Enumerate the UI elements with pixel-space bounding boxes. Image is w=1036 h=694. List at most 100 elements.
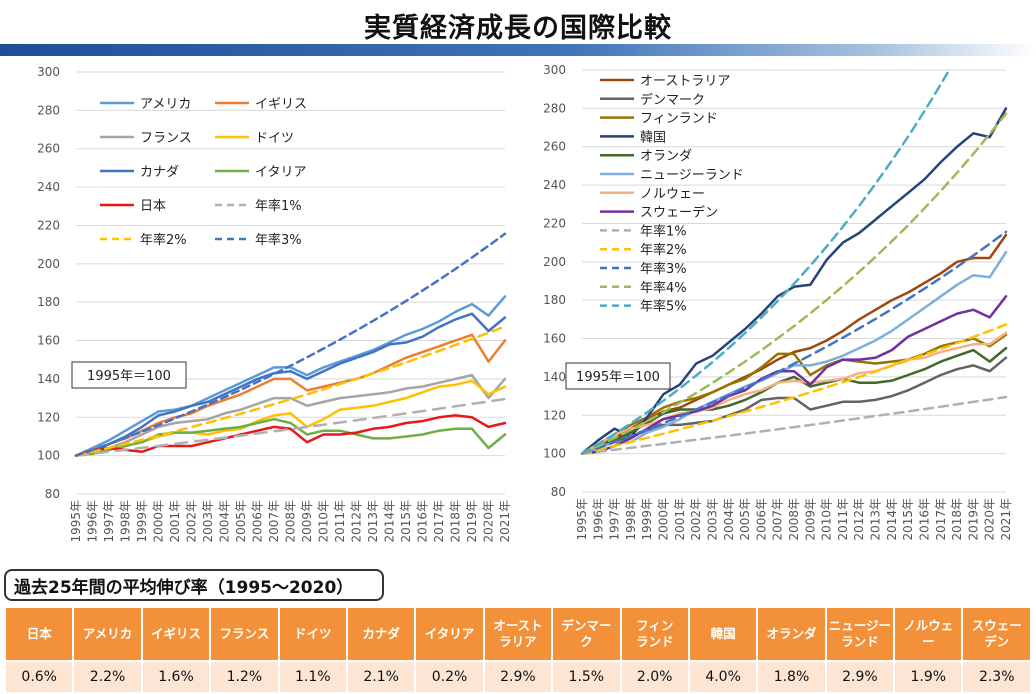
growth-value: 2.0% [621,662,688,692]
y-tick-label: 100 [37,449,60,463]
legend-label: スウェーデン [640,205,718,221]
x-tick-label: 2015年 [399,500,413,543]
x-tick-label: 2016年 [917,498,931,541]
legend-label: カナダ [140,165,179,180]
legend-label: デンマーク [640,92,705,108]
x-tick-label: 2019年 [966,498,980,541]
x-tick-label: 2000年 [152,500,166,543]
y-tick-label: 80 [551,485,566,499]
x-tick-label: 2009年 [803,498,817,541]
x-tick-label: 1999年 [135,500,149,543]
series-line [580,233,1008,455]
series-group [580,70,1008,455]
x-tick-label: 2008年 [787,498,801,541]
legend-label: 年率3% [255,232,302,248]
x-tick-label: 2010年 [317,500,331,543]
x-tick-label: 2006年 [754,498,768,541]
x-tick-label: 1997年 [608,498,622,541]
x-tick-label: 2005年 [738,498,752,541]
y-tick-label: 160 [543,332,566,346]
y-tick-label: 280 [543,101,566,115]
country-header: カナダ [347,608,415,660]
x-tick-label: 2006年 [251,500,265,543]
x-tick-label: 2004年 [722,498,736,541]
x-tick-label: 1999年 [640,498,654,541]
series-line [580,230,1008,455]
x-tick-label: 1998年 [119,500,133,543]
growth-value: 2.9% [826,662,894,692]
legend-label: 年率1% [255,198,302,214]
annotation-text: 1995年＝100 [576,370,660,385]
country-header: ノルウェー [895,608,962,660]
y-tick-label: 200 [37,257,60,271]
legend-label: 年率2% [640,242,687,258]
legend-label: 年率2% [140,232,187,248]
country-header: ニュージー ランド [826,608,894,660]
growth-value: 2.3% [963,662,1030,692]
growth-value: 1.8% [758,662,825,692]
y-tick-label: 120 [37,410,60,424]
x-tick-label: 2020年 [482,500,496,543]
series-line [580,323,1008,455]
x-tick-label: 2014年 [383,500,397,543]
legend-label: 年率5% [640,299,687,315]
country-header: フィン ランド [621,608,688,660]
legend-label: イタリア [255,165,306,180]
x-tick-label: 2011年 [836,498,850,541]
average-growth-title: 過去25年間の平均伸び率（1995〜2020） [4,569,384,601]
series-line [580,250,1008,455]
series-line [74,333,507,457]
y-tick-label: 260 [37,142,60,156]
x-tick-label: 2010年 [820,498,834,541]
country-header: イギリス [142,608,210,660]
x-tick-label: 1996年 [591,498,605,541]
country-header: イタリア [416,608,483,660]
x-tick-label: 2000年 [657,498,671,541]
legend-label: 韓国 [640,130,666,145]
x-tick-label: 2002年 [689,498,703,541]
growth-value: 1.9% [895,662,962,692]
y-tick-label: 80 [45,487,60,501]
y-tick-label: 240 [37,180,60,194]
growth-value: 1.2% [211,662,278,692]
country-header: オランダ [758,608,825,660]
x-tick-label: 2007年 [771,498,785,541]
table-header-row: 日本 アメリカ イギリス フランス ドイツ カナダ イタリア オースト ラリア デンマーク フィンラ… [6,608,1030,660]
x-tick-label: 2018年 [449,500,463,543]
y-tick-label: 200 [543,255,566,269]
country-header: アメリカ [74,608,141,660]
x-tick-label: 2002年 [185,500,199,543]
x-tick-label: 2012年 [852,498,866,541]
legend-label: オーストラリア [640,74,730,89]
series-group [74,232,507,457]
y-tick-label: 300 [543,63,566,77]
growth-value: 0.6% [6,662,73,692]
x-tick-label: 2004年 [218,500,232,543]
growth-value: 0.2% [416,662,483,692]
series-line [74,417,507,457]
x-tick-label: 2015年 [901,498,915,541]
x-tick-label: 1995年 [69,500,83,543]
x-tick-label: 2003年 [705,498,719,541]
table-value-row: 0.6% 2.2% 1.6% 1.2% 1.1% 2.1% 0.2% 2.9% 1.5% 2.0%… [6,662,1030,692]
y-tick-label: 220 [37,218,60,232]
series-line [580,70,951,455]
legend-label: ニュージーランド [640,168,744,183]
annotation-text: 1995年＝100 [87,369,171,384]
series-line [580,112,1008,455]
title-underline-bar [0,44,1036,56]
y-tick-label: 220 [543,216,566,230]
legend-label: フィンランド [640,112,718,127]
country-header: スウェー デン [963,608,1030,660]
x-tick-label: 2007年 [267,500,281,543]
growth-value: 2.1% [347,662,415,692]
legend-label: イギリス [255,97,307,112]
legend-label: ノルウェー [640,187,705,202]
x-tick-label: 2009年 [300,500,314,543]
y-tick-label: 160 [37,334,60,348]
series-line [74,232,507,457]
x-tick-label: 2014年 [885,498,899,541]
x-tick-label: 2019年 [465,500,479,543]
y-tick-label: 260 [543,140,566,154]
country-header: 日本 [6,608,73,660]
